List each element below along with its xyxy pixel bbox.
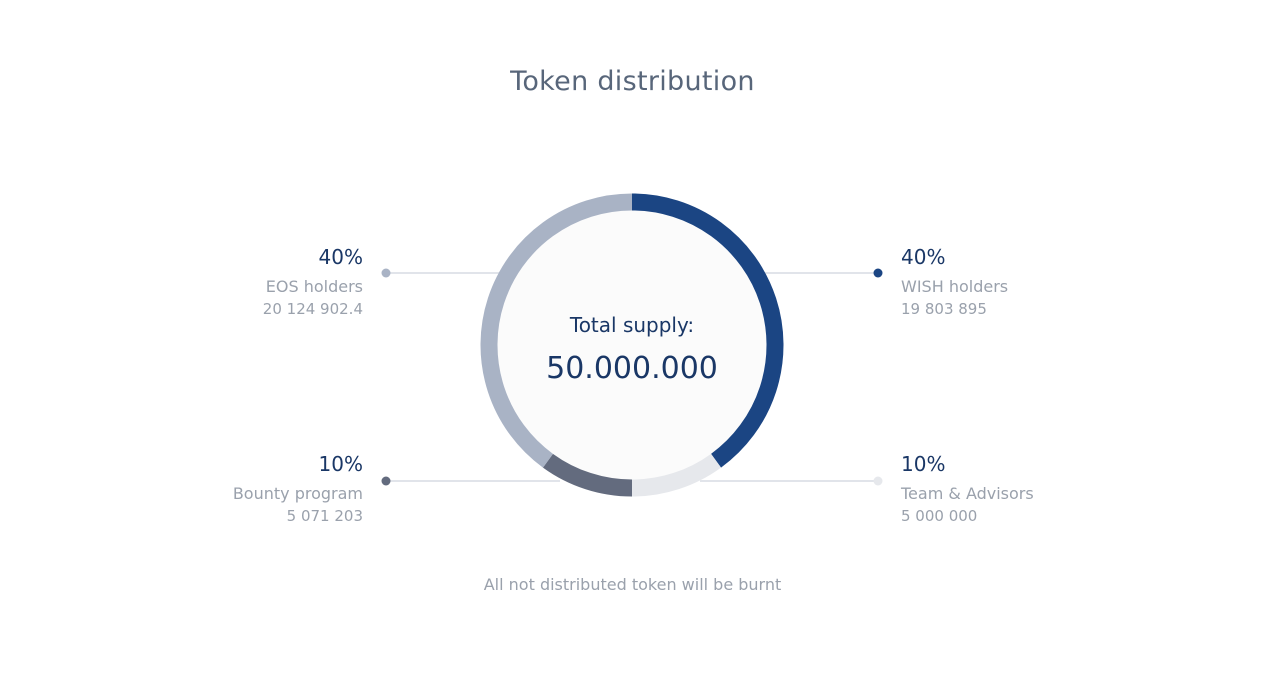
- connector-dot-eos-holders: [381, 268, 391, 278]
- legend-percent: 40%: [318, 245, 363, 269]
- legend-label: EOS holders: [265, 277, 363, 296]
- legend-team-advisors: 10% Team & Advisors 5 000 000: [901, 452, 1071, 528]
- donut-slice-team-advisors: [631, 453, 722, 497]
- donut-inner-background: [497, 210, 767, 480]
- legend-amount: 19 803 895: [901, 300, 987, 318]
- donut-slice-eos-holders: [480, 193, 633, 468]
- total-supply-label: Total supply:: [569, 313, 694, 337]
- connector-dot-wish-holders: [873, 268, 883, 278]
- legend-amount: 20 124 902.4: [262, 300, 363, 318]
- legend-amount: 5 000 000: [901, 507, 978, 525]
- legend-percent: 40%: [901, 245, 946, 269]
- legend-label: Team & Advisors: [901, 484, 1034, 503]
- legend-eos-holders: 40% EOS holders 20 124 902.4: [193, 245, 363, 321]
- burn-note: All not distributed token will be burnt: [483, 575, 782, 594]
- legend-label: WISH holders: [901, 277, 1009, 296]
- donut-slice-wish-holders: [631, 193, 784, 468]
- total-supply-value: 50.000.000: [546, 351, 718, 386]
- donut-slice-bounty-program: [542, 453, 633, 497]
- legend-percent: 10%: [901, 452, 946, 476]
- legend-label: Bounty program: [232, 484, 363, 503]
- legend-amount: 5 071 203: [286, 507, 363, 525]
- legend-bounty-program: 10% Bounty program 5 071 203: [193, 452, 363, 528]
- legend-wish-holders: 40% WISH holders 19 803 895: [901, 245, 1071, 321]
- connector-dot-team-advisors: [873, 476, 883, 486]
- chart-title: Token distribution: [510, 66, 755, 97]
- connector-dot-bounty-program: [381, 476, 391, 486]
- legend-percent: 10%: [318, 452, 363, 476]
